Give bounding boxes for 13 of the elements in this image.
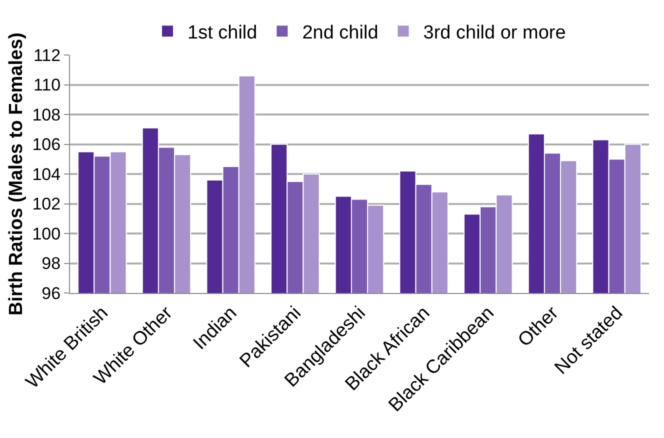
y-tick-label: 98 (42, 254, 61, 274)
y-tick-label: 100 (32, 224, 61, 244)
y-tick-label: 110 (33, 76, 61, 95)
y-tick-label: 108 (32, 105, 61, 124)
y-tick-label: 106 (32, 135, 61, 154)
legend-label: 3rd child or more (423, 22, 566, 44)
y-tick-label: 96 (42, 284, 61, 303)
y-tick-label: 102 (32, 194, 61, 214)
y-tick-label: 112 (33, 46, 61, 65)
y-axis-title: Birth Ratios (Males to Females) (6, 32, 28, 316)
legend-label: 1st child (188, 22, 258, 44)
legend-label: 2nd child (302, 22, 378, 44)
y-tick-label: 104 (32, 164, 61, 184)
